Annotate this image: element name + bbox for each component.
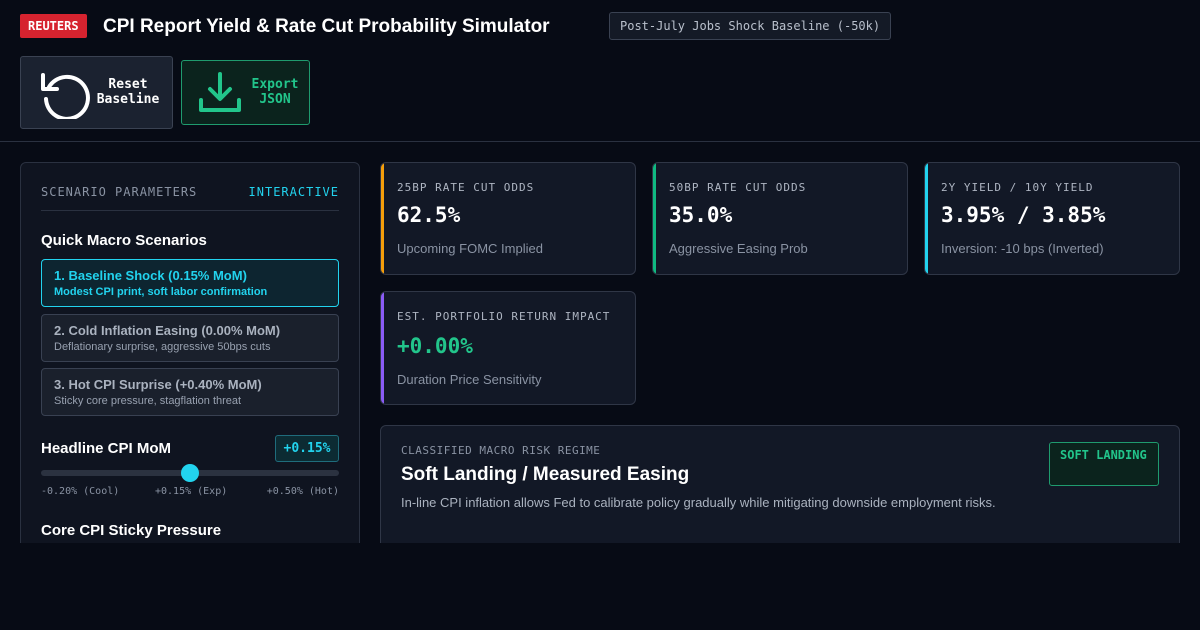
export-json-label: Export JSON <box>251 77 299 107</box>
metric-key: EST. PORTFOLIO RETURN IMPACT <box>397 310 611 323</box>
accent-bar <box>381 163 384 274</box>
scenario-title: 3. Hot CPI Surprise (+0.40% MoM) <box>54 377 262 392</box>
scenario-parameters-panel: SCENARIO PARAMETERS INTERACTIVE Quick Ma… <box>20 162 360 562</box>
metric-card-portfolio: EST. PORTFOLIO RETURN IMPACT +0.00% Dura… <box>380 291 636 405</box>
metric-sub: Aggressive Easing Prob <box>669 241 808 256</box>
slider-tick-min: -0.20% (Cool) <box>41 486 120 497</box>
scenario-option-baseline[interactable]: 1. Baseline Shock (0.15% MoM) Modest CPI… <box>41 259 339 307</box>
rotate-ccw-icon <box>41 73 90 119</box>
regime-badge: SOFT LANDING <box>1049 442 1159 486</box>
panel-title: SCENARIO PARAMETERS <box>41 185 198 199</box>
metric-sub: Inversion: -10 bps (Inverted) <box>941 241 1104 256</box>
metric-value: 35.0% <box>669 203 733 227</box>
app-header: REUTERS CPI Report Yield & Rate Cut Prob… <box>0 0 1200 142</box>
metric-card-yields: 2Y YIELD / 10Y YIELD 3.95% / 3.85% Inver… <box>924 162 1180 275</box>
reset-baseline-label: Reset Baseline <box>96 77 160 107</box>
macro-regime-panel: CLASSIFIED MACRO RISK REGIME Soft Landin… <box>380 425 1180 565</box>
viewport-cutoff <box>0 543 1200 630</box>
quick-scenarios-heading: Quick Macro Scenarios <box>41 232 207 249</box>
metric-sub: Upcoming FOMC Implied <box>397 241 543 256</box>
interactive-mode-label: INTERACTIVE <box>248 185 339 199</box>
slider-tick-mid: +0.15% (Exp) <box>155 486 228 497</box>
metric-card-50bp: 50BP RATE CUT ODDS 35.0% Aggressive Easi… <box>652 162 908 275</box>
metric-value: +0.00% <box>397 334 473 358</box>
metric-value: 62.5% <box>397 203 461 227</box>
scenario-title: 1. Baseline Shock (0.15% MoM) <box>54 268 247 283</box>
regime-heading: Soft Landing / Measured Easing <box>401 464 690 485</box>
scenario-option-hot[interactable]: 3. Hot CPI Surprise (+0.40% MoM) Sticky … <box>41 368 339 416</box>
baseline-chip: Post-July Jobs Shock Baseline (-50k) <box>609 12 892 40</box>
accent-bar <box>653 163 656 274</box>
reset-baseline-button[interactable]: Reset Baseline <box>20 56 173 129</box>
scenario-desc: Deflationary surprise, aggressive 50bps … <box>54 341 271 353</box>
regime-body: In-line CPI inflation allows Fed to cali… <box>401 495 996 510</box>
metric-key: 2Y YIELD / 10Y YIELD <box>941 181 1094 194</box>
scenario-option-cold[interactable]: 2. Cold Inflation Easing (0.00% MoM) Def… <box>41 314 339 362</box>
core-cpi-label: Core CPI Sticky Pressure <box>41 522 222 539</box>
export-json-button[interactable]: Export JSON <box>181 60 310 125</box>
panel-header: SCENARIO PARAMETERS INTERACTIVE <box>41 185 339 211</box>
headline-cpi-label: Headline CPI MoM <box>41 440 172 457</box>
headline-cpi-slider-thumb[interactable] <box>181 464 199 482</box>
metric-key: 25BP RATE CUT ODDS <box>397 181 535 194</box>
download-icon <box>199 72 241 112</box>
scenario-title: 2. Cold Inflation Easing (0.00% MoM) <box>54 323 281 338</box>
metric-card-25bp: 25BP RATE CUT ODDS 62.5% Upcoming FOMC I… <box>380 162 636 275</box>
headline-cpi-value: +0.15% <box>275 435 339 462</box>
accent-bar <box>925 163 928 274</box>
regime-kicker: CLASSIFIED MACRO RISK REGIME <box>401 444 601 457</box>
accent-bar <box>381 292 384 404</box>
metric-value: 3.95% / 3.85% <box>941 203 1106 227</box>
page-title: CPI Report Yield & Rate Cut Probability … <box>103 16 550 37</box>
scenario-desc: Sticky core pressure, stagflation threat <box>54 395 242 407</box>
scenario-desc: Modest CPI print, soft labor confirmatio… <box>54 286 268 298</box>
brand-logo: REUTERS <box>20 14 87 38</box>
metric-key: 50BP RATE CUT ODDS <box>669 181 807 194</box>
metric-sub: Duration Price Sensitivity <box>397 372 542 387</box>
slider-tick-max: +0.50% (Hot) <box>266 486 339 497</box>
